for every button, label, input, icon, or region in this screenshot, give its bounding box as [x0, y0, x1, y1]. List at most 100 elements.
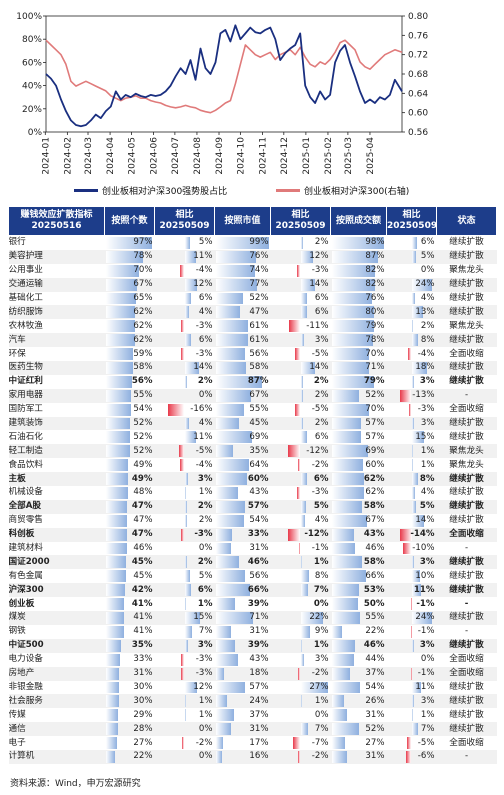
delta-bar-negative	[181, 320, 185, 333]
vs-cap-cell: -2%	[271, 458, 331, 472]
delta-bar-positive	[184, 625, 192, 638]
value-label: 35%	[131, 640, 153, 651]
status-cell: 全面收缩	[436, 527, 497, 542]
value-label: 57%	[247, 501, 269, 512]
by-count-cell: 59%	[105, 347, 155, 361]
delta-bar-positive	[300, 514, 305, 527]
row-name: 食品饮料	[8, 459, 43, 470]
delta-label: 18%	[415, 362, 435, 373]
delta-label: 5%	[198, 570, 213, 581]
by-count-cell: 30%	[105, 681, 155, 695]
vs-count-cell: -2%	[155, 736, 215, 750]
status-cell: 继续扩散	[449, 681, 484, 692]
by-count-cell: 42%	[104, 583, 155, 598]
by-count-cell: 62%	[104, 333, 155, 348]
by-turnover-cell: 78%	[330, 333, 387, 348]
delta-label: 0%	[313, 598, 329, 609]
by-count-cell: 31%	[104, 666, 155, 681]
delta-label: -3%	[194, 529, 213, 540]
value-bar	[331, 445, 369, 458]
value-label: 41%	[133, 626, 153, 637]
by-turnover-cell: 46%	[331, 542, 387, 556]
vs-count-cell: 1%	[155, 486, 215, 500]
vs-count-cell: -3%	[155, 653, 215, 667]
x-tick-label: 2024-02	[63, 137, 73, 175]
x-tick-label: 2025-03	[344, 137, 354, 175]
vs-turnover-cell: 15%	[387, 430, 437, 444]
header-vs-cap: 相比 20250509	[270, 206, 331, 236]
value-bar	[331, 237, 385, 249]
header-by-turnover: 按照成交额	[330, 206, 387, 236]
by-turnover-cell: 67%	[331, 514, 387, 528]
value-bar	[215, 278, 257, 291]
by-count-cell: 46%	[105, 542, 155, 556]
table-row: 沪深300 42% 6% 66% 7% 53% 11% 继续扩散	[8, 583, 497, 598]
status-cell: 继续扩散	[436, 638, 497, 653]
by-cap-cell: 43%	[215, 486, 271, 500]
value-label: 65%	[133, 293, 153, 303]
value-bar	[215, 514, 244, 527]
delta-label: 5%	[419, 501, 435, 512]
delta-label: 3%	[197, 473, 213, 484]
delta-bar-positive	[184, 487, 186, 499]
status-cell: -	[436, 749, 497, 764]
status-cell: 继续扩散	[436, 722, 497, 737]
vs-turnover-cell: 3%	[386, 555, 437, 570]
delta-bar-positive	[411, 612, 433, 624]
value-label: 55%	[365, 612, 385, 623]
value-label: 52%	[133, 431, 153, 442]
value-bar	[215, 306, 240, 319]
x-tick-label: 2025-01	[302, 137, 312, 175]
delta-bar-positive	[411, 445, 413, 458]
vs-turnover-cell: 8%	[386, 472, 437, 487]
delta-label: 6%	[420, 237, 435, 248]
value-bar	[215, 362, 246, 374]
x-tick-label: 2024-05	[127, 137, 137, 175]
value-label: 17%	[249, 737, 269, 748]
value-bar	[331, 403, 369, 416]
table-row: 农林牧渔 62% -3% 61% -11% 79% 2% 聚焦龙头	[9, 319, 497, 333]
table-row: 电子 27% -2% 17% -7% 27% -5% 全面收缩	[9, 736, 497, 750]
vs-turnover-cell: 0%	[387, 264, 437, 278]
table-row: 商贸零售 47% 2% 54% 4% 67% 14% 继续扩散	[9, 514, 497, 528]
value-label: 66%	[365, 570, 385, 581]
table-row: 医药生物 58% 14% 58% 14% 71% 18% 继续扩散	[8, 361, 497, 375]
delta-bar-positive	[411, 278, 433, 291]
value-bar	[331, 348, 369, 361]
delta-bar-negative	[181, 348, 185, 361]
value-bar	[105, 292, 136, 305]
status-cell: -	[464, 543, 469, 554]
vs-cap-cell: 12%	[270, 249, 331, 264]
by-count-cell: 33%	[105, 653, 155, 667]
header-row: 赚钱效应扩散指标 20250516 按照个数 相比 20250509 按照市值 相比…	[8, 206, 497, 236]
value-bar	[331, 431, 362, 444]
by-count-cell: 45%	[104, 555, 155, 570]
delta-label: 11%	[193, 431, 213, 442]
delta-label: 0%	[198, 751, 213, 762]
row-name: 国证2000	[8, 555, 105, 570]
header-by-cap: 按照市值	[214, 206, 271, 236]
by-count-cell: 41%	[104, 611, 155, 625]
delta-bar-negative	[298, 459, 301, 472]
right-tick-label: 0.76	[408, 31, 428, 41]
vs-count-cell: 5%	[155, 236, 215, 250]
vs-cap-cell: -11%	[271, 319, 331, 333]
table-row: 房地产 31% -3% 18% -2% 37% -1% 全面收缩	[8, 666, 497, 681]
delta-bar-positive	[184, 334, 191, 347]
value-label: 31%	[365, 751, 385, 762]
value-label: 52%	[365, 723, 385, 734]
by-count-cell: 52%	[105, 430, 155, 444]
delta-label: 22%	[309, 612, 329, 623]
vs-count-cell: 2%	[155, 514, 215, 528]
delta-label: 2%	[314, 418, 329, 429]
value-bar	[215, 403, 245, 416]
value-label: 31%	[249, 723, 269, 734]
value-bar	[105, 667, 119, 680]
vs-cap-cell: -5%	[271, 403, 331, 417]
vs-turnover-cell: 8%	[386, 333, 437, 348]
table-row: 轻工制造 52% -5% 35% -12% 69% 1% 聚焦龙头	[8, 444, 497, 459]
value-bar	[215, 598, 236, 611]
value-label: 69%	[365, 445, 385, 456]
value-label: 43%	[363, 529, 385, 540]
value-bar	[105, 250, 143, 263]
